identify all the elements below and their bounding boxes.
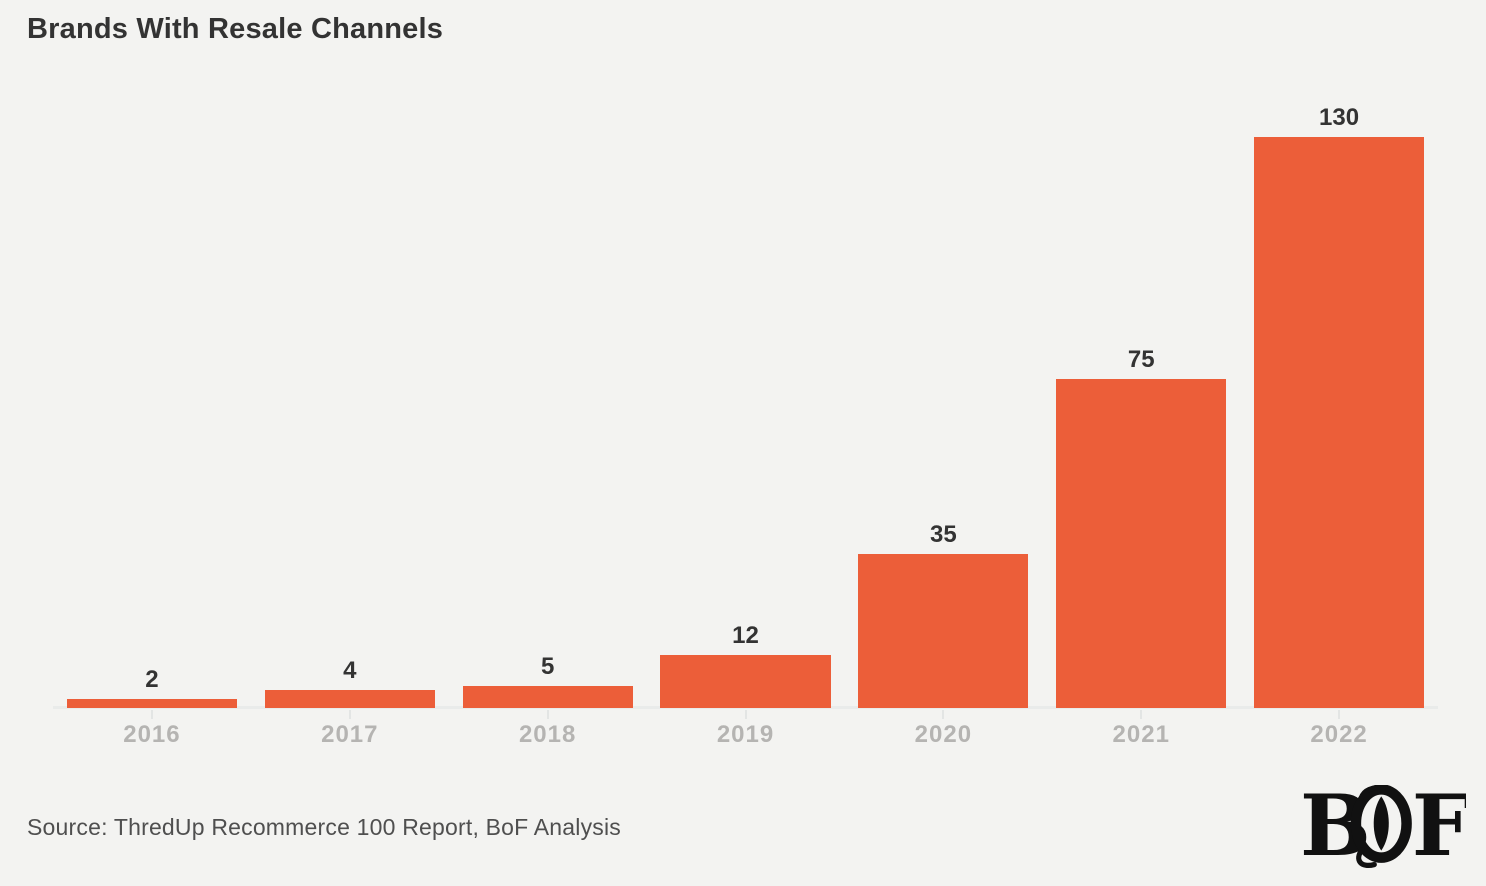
x-axis-label-2021: 2021 bbox=[1112, 721, 1170, 748]
x-axis-tick-2016 bbox=[150, 710, 153, 719]
x-axis-label-2018: 2018 bbox=[518, 721, 577, 748]
value-label-2021: 75 bbox=[1127, 345, 1155, 373]
x-axis-label-2019: 2019 bbox=[716, 721, 775, 748]
x-axis-tick-2019 bbox=[744, 710, 747, 719]
x-axis-label-2017: 2017 bbox=[321, 721, 379, 748]
bar-2017: 4 bbox=[264, 657, 435, 708]
value-label-2016: 2 bbox=[145, 666, 159, 694]
bar-group-2018: 5 2018 bbox=[449, 137, 647, 748]
bar-chart-plot-area: 2 2016 4 2017 5 2018 12 2019 35 2020 75 2021 130 2022 bbox=[53, 104, 1438, 748]
bar-2021: 75 bbox=[1056, 346, 1227, 708]
x-axis-tick-2021 bbox=[1140, 710, 1143, 719]
bof-logo-graphic: B F bbox=[1300, 785, 1466, 869]
x-axis-label-2020: 2020 bbox=[914, 721, 973, 748]
x-axis-tick-2020 bbox=[942, 710, 945, 719]
value-label-2020: 35 bbox=[930, 521, 957, 549]
bar-group-2022: 130 2022 bbox=[1240, 104, 1438, 748]
bar-group-2019: 12 2019 bbox=[647, 137, 845, 748]
source-note: Source: ThredUp Recommerce 100 Report, B… bbox=[27, 814, 621, 840]
logo-o-mark bbox=[1350, 785, 1412, 868]
value-label-2018: 5 bbox=[540, 653, 555, 681]
x-axis-label-2016: 2016 bbox=[123, 721, 181, 748]
x-axis-tick-2017 bbox=[348, 710, 351, 719]
bar-2019: 12 bbox=[660, 622, 831, 708]
chart-title: Brands With Resale Channels bbox=[27, 13, 444, 45]
bar-group-2017: 4 2017 bbox=[251, 137, 449, 748]
value-label-2019: 12 bbox=[732, 622, 759, 650]
bar-2022: 130 bbox=[1254, 104, 1425, 708]
bof-logo: B F bbox=[1300, 785, 1466, 869]
bar-group-2020: 35 2020 bbox=[844, 137, 1042, 748]
value-label-2017: 4 bbox=[343, 657, 357, 685]
x-axis-tick-2022 bbox=[1338, 710, 1341, 719]
x-axis-tick-2018 bbox=[546, 710, 549, 719]
value-label-2022: 130 bbox=[1319, 104, 1360, 131]
bar-columns: 2 2016 4 2017 5 2018 12 2019 35 2020 75 2021 130 2022 bbox=[53, 104, 1438, 748]
bar-2020: 35 bbox=[858, 521, 1029, 708]
bar-group-2021: 75 2021 bbox=[1042, 137, 1240, 748]
bar-2018: 5 bbox=[462, 653, 633, 708]
logo-letter-f: F bbox=[1412, 785, 1466, 869]
bar-group-2016: 2 2016 bbox=[53, 137, 251, 748]
x-axis-label-2022: 2022 bbox=[1310, 721, 1368, 748]
bar-2016: 2 bbox=[66, 666, 237, 708]
